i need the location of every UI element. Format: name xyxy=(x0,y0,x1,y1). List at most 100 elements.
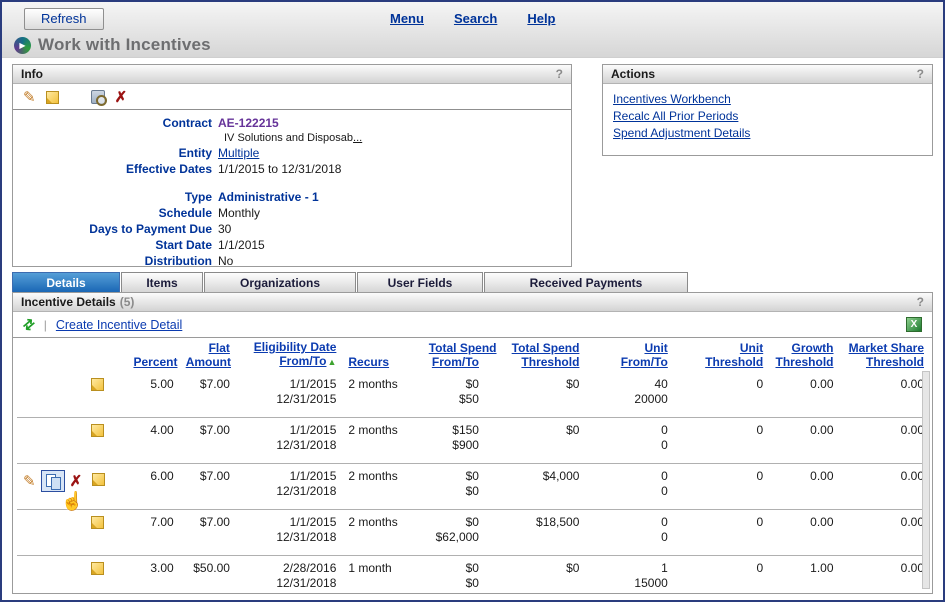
flat-amount-cell: $50.00 xyxy=(193,561,230,575)
start-date-value: 1/1/2015 xyxy=(218,238,265,252)
delete-row-icon[interactable]: ✗ xyxy=(69,472,83,490)
schedule-value: Monthly xyxy=(218,206,261,220)
table-scrollbar[interactable] xyxy=(922,371,930,589)
note-icon[interactable] xyxy=(91,378,104,391)
search-link[interactable]: Search xyxy=(453,11,498,26)
effective-dates-value: 1/1/2015 to 12/31/2018 xyxy=(218,162,342,176)
delete-icon[interactable]: ✗ xyxy=(114,88,128,106)
incentive-details-header: Incentive Details (5) ? xyxy=(13,293,932,312)
market-share-threshold-cell: 0.00 xyxy=(839,463,930,510)
unit-threshold-cell: 0 xyxy=(673,372,770,418)
entity-value-link[interactable]: Multiple xyxy=(218,146,260,160)
info-help-icon[interactable]: ? xyxy=(555,67,563,81)
edit-icon[interactable]: ✎ xyxy=(23,88,36,106)
tab-user-fields[interactable]: User Fields xyxy=(357,272,483,292)
actions-help-icon[interactable]: ? xyxy=(916,67,924,81)
details-help-icon[interactable]: ? xyxy=(916,295,924,309)
market-share-threshold-cell: 0.00 xyxy=(900,561,924,575)
column-flat-amount[interactable]: Flat Amount xyxy=(185,341,232,369)
info-panel: Info ? ✎ ✗ Contract AE-122215 IV Solutio… xyxy=(12,64,572,268)
tab-details[interactable]: Details xyxy=(12,272,120,292)
details-toolbar: ⇄ | Create Incentive Detail X xyxy=(13,312,932,338)
start-date-field: Start Date 1/1/2015 xyxy=(13,237,571,253)
recurs-cell: 2 months xyxy=(342,372,423,418)
edit-row-icon[interactable]: ✎ xyxy=(23,472,36,490)
column-total-spend-from-to[interactable]: Total Spend From/To xyxy=(428,341,497,369)
total-spend-from-to-cell: $0 $0 xyxy=(422,463,485,510)
note-icon[interactable] xyxy=(45,90,59,104)
column-total-spend-threshold[interactable]: Total Spend Threshold xyxy=(511,341,580,369)
type-label: Type xyxy=(184,190,212,204)
tab-organizations[interactable]: Organizations xyxy=(204,272,356,292)
note-icon[interactable] xyxy=(91,424,104,437)
recurs-cell: 1 month xyxy=(348,561,392,575)
tab-bar: Details Items Organizations User Fields … xyxy=(12,272,689,292)
top-chrome: Refresh Menu Search Help ▶ Work with Inc… xyxy=(2,2,943,58)
create-incentive-detail-link[interactable]: Create Incentive Detail xyxy=(55,317,183,332)
tab-items[interactable]: Items xyxy=(121,272,203,292)
copy-row-button[interactable] xyxy=(40,470,65,492)
contract-description-text: IV Solutions and Disposab xyxy=(224,132,354,144)
column-market-share-threshold[interactable]: Market Share Threshold xyxy=(848,341,924,369)
total-spend-threshold-cell: $0 xyxy=(484,372,586,418)
column-unit-threshold[interactable]: Unit Threshold xyxy=(705,341,764,369)
recurs-cell: 2 months xyxy=(342,509,423,556)
toolbar-separator: | xyxy=(43,317,47,332)
percent-cell: 4.00 xyxy=(127,417,180,464)
recurs-cell: 2 months xyxy=(342,417,423,464)
row-icons-cell xyxy=(17,556,127,601)
refresh-grid-icon[interactable]: ⇄ xyxy=(18,314,39,335)
total-spend-from-to-cell: $0 $50 xyxy=(422,372,485,418)
row-action-icons: ✎ ✗ xyxy=(23,470,82,492)
type-field: Type Administrative - 1 xyxy=(13,189,571,205)
recurs-cell: 2 months xyxy=(342,463,423,510)
percent-cell: 3.00 xyxy=(150,561,174,575)
entity-label: Entity xyxy=(178,146,212,160)
page-title-row: ▶ Work with Incentives xyxy=(14,35,211,55)
column-recurs[interactable]: Recurs xyxy=(348,355,390,369)
incentive-details-title-wrap: Incentive Details (5) xyxy=(21,295,134,309)
market-share-threshold-cell: 0.00 xyxy=(839,417,930,464)
table-row-hovered: ✎ ✗ ☝ 6.00 $7.00 1/1/2015 12/31/2018 2 mo… xyxy=(17,463,930,510)
distribution-value: No xyxy=(218,254,234,268)
sort-ascending-icon: ▲ xyxy=(327,357,337,367)
note-icon[interactable] xyxy=(91,562,104,575)
column-unit-from-to[interactable]: Unit From/To xyxy=(620,341,668,369)
unit-threshold-cell: 0 xyxy=(673,509,770,556)
market-share-threshold-cell: 0.00 xyxy=(839,509,930,556)
growth-threshold-cell: 0.00 xyxy=(769,417,840,464)
growth-threshold-cell: 1.00 xyxy=(810,561,834,575)
tab-received-payments[interactable]: Received Payments xyxy=(484,272,688,292)
column-percent[interactable]: Percent xyxy=(133,355,178,369)
days-to-payment-due-label: Days to Payment Due xyxy=(89,222,212,236)
app-logo-icon: ▶ xyxy=(14,36,31,54)
contract-description: IV Solutions and Disposab... xyxy=(224,131,571,145)
row-icons-cell: ✎ ✗ ☝ xyxy=(17,463,128,510)
column-eligibility-date[interactable]: Eligibility Date From/To▲ xyxy=(253,340,337,368)
note-icon[interactable] xyxy=(91,516,104,529)
row-icons-cell xyxy=(17,372,128,418)
field-group-gap xyxy=(13,177,571,189)
column-growth-threshold[interactable]: Growth Threshold xyxy=(775,341,834,369)
export-to-excel-icon[interactable]: X xyxy=(906,317,922,332)
incentive-details-count: (5) xyxy=(119,295,135,309)
distribution-label: Distribution xyxy=(144,254,212,268)
contract-description-more-link[interactable]: ... xyxy=(353,132,363,144)
action-spend-adjustment-details[interactable]: Spend Adjustment Details xyxy=(613,126,751,140)
actions-list: Incentives Workbench Recalc All Prior Pe… xyxy=(603,84,932,149)
help-link[interactable]: Help xyxy=(527,11,556,26)
incentive-details-table: Percent Flat Amount Eligibility Date From/… xyxy=(17,338,930,601)
info-toolbar: ✎ ✗ xyxy=(13,84,571,110)
action-incentives-workbench[interactable]: Incentives Workbench xyxy=(613,92,731,106)
action-recalc-all-prior-periods[interactable]: Recalc All Prior Periods xyxy=(613,109,739,123)
flat-amount-cell: $7.00 xyxy=(179,463,236,510)
audit-icon[interactable] xyxy=(90,90,107,106)
table-row: 3.00 $50.00 2/28/2016 12/31/2018 1 month … xyxy=(17,556,930,601)
contract-value-link[interactable]: AE-122215 xyxy=(218,116,279,130)
unit-from-to-cell: 1 15000 xyxy=(634,561,668,590)
refresh-button[interactable]: Refresh xyxy=(24,8,104,30)
note-icon[interactable] xyxy=(91,472,105,486)
menu-link[interactable]: Menu xyxy=(390,11,424,26)
actions-panel-header: Actions ? xyxy=(603,65,932,84)
